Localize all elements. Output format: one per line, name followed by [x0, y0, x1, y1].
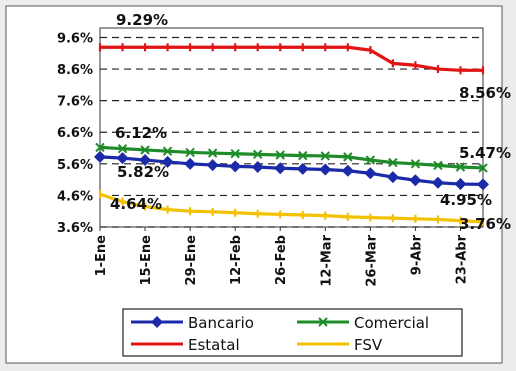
plot-area	[99, 27, 484, 228]
data-point-bancario	[319, 163, 332, 176]
marker-stroke	[410, 159, 421, 169]
data-point-bancario	[364, 167, 377, 180]
data-point-comercial	[343, 152, 353, 162]
data-point-comercial	[388, 157, 398, 168]
legend-label-fsv: FSV	[354, 336, 383, 354]
data-point-comercial	[365, 155, 376, 165]
data-point-comercial	[252, 149, 263, 160]
marker-stroke	[433, 160, 443, 171]
x-tick-label: 29-Ene	[184, 235, 199, 286]
data-point-comercial	[207, 148, 218, 158]
data-point-comercial	[185, 147, 195, 158]
legend-marker	[318, 317, 328, 327]
marker-stroke	[320, 151, 331, 161]
marker-stroke	[455, 162, 466, 172]
y-tick-label: 5.6%	[57, 158, 93, 173]
x-tick-label: 1-Ene	[94, 235, 109, 277]
legend-label-estatal: Estatal	[188, 336, 240, 354]
data-point-comercial	[275, 150, 285, 160]
legend-label-bancario: Bancario	[188, 314, 254, 332]
x-tick-label: 12-Mar	[319, 234, 334, 286]
y-tick-label: 4.6%	[57, 189, 93, 204]
series-line-fsv	[99, 192, 484, 224]
data-point-bancario	[251, 160, 264, 173]
data-label-bancario-end: 4.95%	[440, 191, 492, 209]
data-point-comercial	[230, 149, 240, 159]
marker-stroke	[318, 317, 328, 327]
y-tick-label: 3.6%	[57, 221, 93, 236]
data-point-comercial	[162, 146, 173, 156]
y-tick-label: 8.6%	[57, 63, 93, 78]
marker-stroke	[388, 157, 398, 168]
marker-stroke	[207, 148, 218, 158]
data-label-comercial-start: 6.12%	[115, 124, 167, 142]
y-tick-label: 9.6%	[57, 31, 93, 46]
x-tick-label: 26-Feb	[274, 235, 289, 285]
data-point-comercial	[95, 142, 105, 153]
x-tick-label: 9-Abr	[409, 234, 424, 275]
data-point-bancario	[409, 174, 422, 187]
data-point-bancario	[477, 178, 489, 191]
data-label-estatal-end: 8.56%	[459, 84, 511, 102]
data-label-fsv-end: 3.76%	[459, 215, 511, 233]
data-point-bancario	[341, 164, 354, 177]
marker-stroke	[298, 150, 308, 161]
data-label-bancario-start: 5.82%	[117, 163, 169, 181]
marker-stroke	[343, 152, 353, 162]
y-tick-label: 7.6%	[57, 95, 93, 110]
data-point-comercial	[298, 150, 308, 161]
data-point-bancario	[274, 162, 287, 175]
data-point-bancario	[454, 178, 467, 191]
y-tick-label: 6.6%	[57, 126, 93, 141]
marker-stroke	[275, 150, 285, 160]
x-tick-label: 23-Abr	[454, 234, 469, 284]
data-point-comercial	[455, 162, 466, 172]
series-line-comercial	[99, 145, 484, 170]
data-point-bancario	[431, 176, 444, 189]
data-point-bancario	[94, 150, 106, 163]
legend-box	[122, 308, 463, 357]
data-point-bancario	[296, 162, 309, 175]
data-point-comercial	[140, 145, 150, 155]
data-point-comercial	[410, 159, 421, 169]
data-point-comercial	[320, 151, 331, 161]
data-point-bancario	[161, 155, 174, 168]
data-label-comercial-end: 5.47%	[459, 144, 511, 162]
data-label-estatal-start: 9.29%	[116, 11, 168, 29]
legend-marker	[151, 316, 163, 328]
marker-stroke	[140, 145, 150, 155]
data-point-comercial	[433, 160, 443, 171]
data-point-bancario	[139, 154, 152, 167]
data-point-bancario	[386, 171, 399, 184]
data-point-bancario	[116, 152, 129, 165]
marker-stroke	[252, 149, 263, 160]
x-tick-label: 15-Ene	[139, 235, 154, 286]
data-point-bancario	[206, 159, 219, 172]
x-tick-label: 26-Mar	[364, 234, 379, 286]
marker-stroke	[185, 147, 195, 158]
series-line-estatal	[100, 45, 483, 72]
data-label-fsv-start: 4.64%	[110, 195, 162, 213]
marker-stroke	[117, 143, 128, 154]
marker-stroke	[230, 149, 240, 159]
x-tick-label: 12-Feb	[229, 235, 244, 285]
data-point-bancario	[184, 157, 197, 170]
data-point-comercial	[117, 143, 128, 154]
marker-stroke	[95, 142, 105, 153]
marker-stroke	[478, 163, 488, 173]
marker-stroke	[162, 146, 173, 156]
data-point-bancario	[229, 160, 242, 173]
marker-stroke	[365, 155, 376, 165]
legend-label-comercial: Comercial	[354, 314, 429, 332]
data-point-comercial	[478, 163, 488, 173]
